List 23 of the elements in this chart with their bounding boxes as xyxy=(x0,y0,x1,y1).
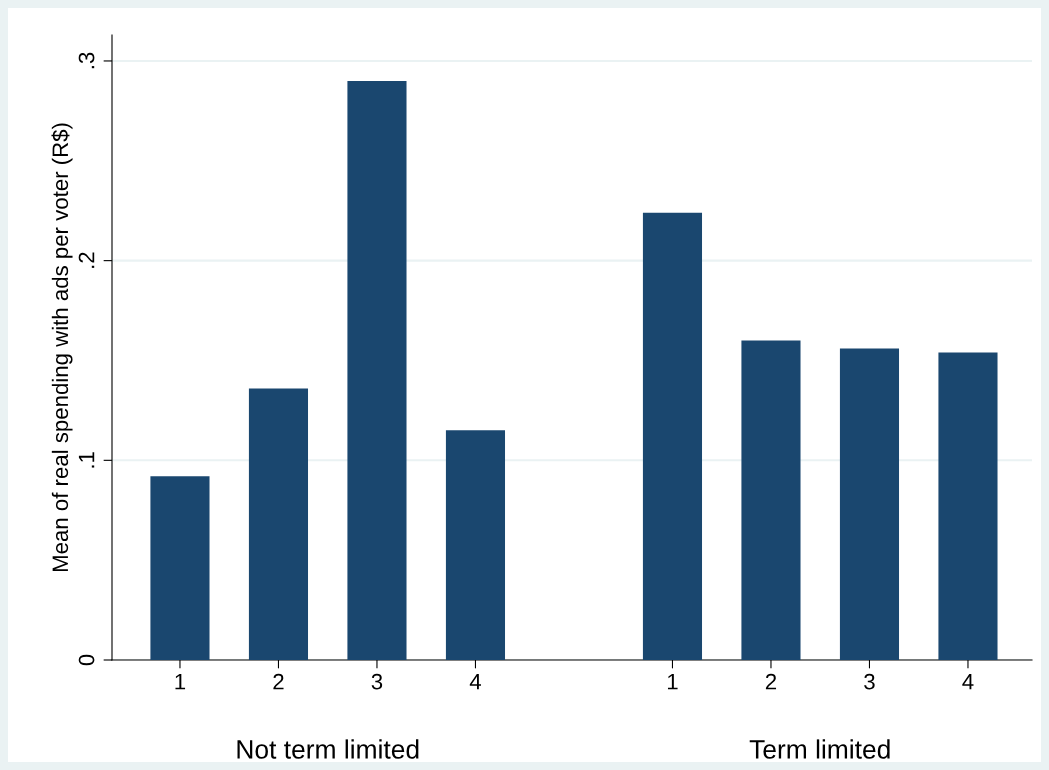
x-tick-label: 3 xyxy=(864,673,875,690)
bar xyxy=(347,80,407,660)
x-tick-label: 2 xyxy=(273,673,284,690)
x-tick-label: 4 xyxy=(469,674,481,690)
y-tick-label: .1 xyxy=(78,452,95,468)
y-tick-label: 0 xyxy=(78,654,95,666)
bar xyxy=(150,476,210,660)
x-tick-label: 1 xyxy=(175,674,186,690)
bar xyxy=(248,388,309,660)
x-tick-label: 2 xyxy=(765,673,777,690)
text: Not term limited xyxy=(237,739,419,759)
y-tick-label: .3 xyxy=(78,52,95,69)
y-axis-title: Mean of real spending with ads per voter (R$) xyxy=(51,123,73,572)
text: Term limited xyxy=(749,739,890,759)
y-tick-label: .2 xyxy=(78,252,95,268)
x-tick-label: 1 xyxy=(667,674,678,690)
bar xyxy=(642,212,703,660)
x-tick-label: 3 xyxy=(371,673,383,690)
x-tick-label: 4 xyxy=(962,674,974,690)
bar xyxy=(741,340,801,660)
bar xyxy=(839,348,900,660)
bar xyxy=(938,352,998,660)
bar xyxy=(445,430,506,660)
